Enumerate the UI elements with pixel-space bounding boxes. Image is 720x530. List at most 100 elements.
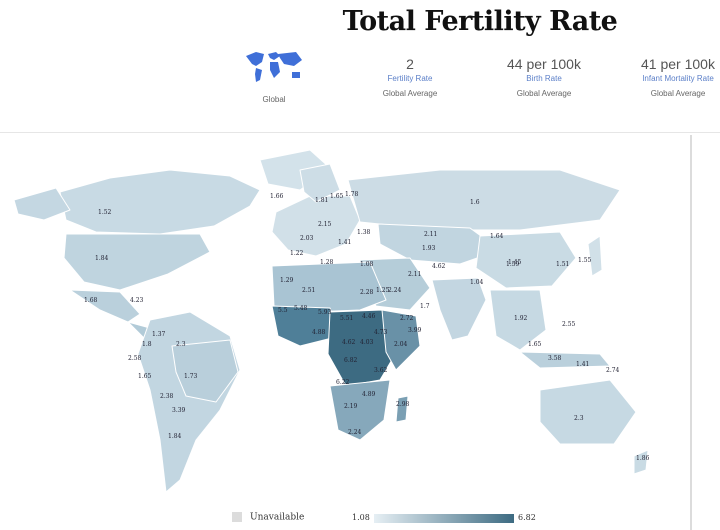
map-label: 5.48	[294, 305, 308, 312]
map-label: 2.38	[160, 393, 174, 400]
region-mexico[interactable]	[69, 289, 141, 323]
region-japan[interactable]	[587, 235, 603, 277]
map-label: 1.55	[578, 257, 592, 264]
region-south-america[interactable]	[137, 311, 241, 493]
map-label: 2.72	[400, 315, 414, 322]
stat-sub: Global Average	[516, 89, 572, 98]
region-southern-africa[interactable]	[329, 379, 391, 441]
stat-label: Fertility Rate	[387, 74, 433, 83]
map-label: 2.11	[408, 271, 421, 278]
legend-min-label: 1.08	[352, 513, 370, 522]
region-west-africa[interactable]	[271, 305, 341, 347]
region-australia[interactable]	[539, 379, 637, 445]
stat-value: 2	[406, 56, 414, 72]
region-scandinavia[interactable]	[299, 163, 341, 203]
stat-fertility-rate: 2 Fertility Rate Global Average	[350, 56, 470, 98]
map-label: 1.93	[422, 245, 436, 252]
map-label: 5.5	[278, 307, 288, 314]
map-label: 1.64	[490, 233, 504, 240]
map-label: 1.73	[184, 373, 198, 380]
map-label: 1.8	[142, 341, 152, 348]
region-alaska[interactable]	[13, 187, 71, 221]
map-label: 1.59	[506, 261, 520, 268]
map-label: 1.81	[315, 197, 328, 204]
stat-birth-rate: 44 per 100k Birth Rate Global Average	[484, 56, 604, 98]
global-label: Global	[262, 95, 286, 104]
map-label: 2.98	[396, 401, 410, 408]
map-label: 1.6	[470, 199, 480, 206]
map-label: 4.62	[342, 339, 356, 346]
region-usa[interactable]	[63, 233, 211, 291]
map-label: 2.24	[348, 429, 362, 436]
map-label: 6.82	[344, 357, 358, 364]
region-india[interactable]	[431, 277, 487, 341]
map-label: 4.23	[130, 297, 144, 304]
map-label: 3.58	[548, 355, 562, 362]
map-label: 1.08	[360, 261, 374, 268]
map-label: 4.89	[362, 391, 376, 398]
map-label: 2.28	[360, 289, 374, 296]
map-label: 5.51	[340, 315, 353, 322]
map-label: 1.84	[95, 255, 109, 262]
map-label: 2.19	[344, 403, 358, 410]
map-label: 5.93	[318, 309, 332, 316]
map-label: 1.68	[84, 297, 98, 304]
map-label: 1.04	[470, 279, 484, 286]
map-label: 2.3	[176, 341, 186, 348]
region-brazil[interactable]	[171, 339, 239, 403]
region-canada[interactable]	[59, 169, 261, 235]
map-label: 2.03	[300, 235, 314, 242]
map-label: 2.51	[302, 287, 315, 294]
region-new-zealand[interactable]	[633, 449, 649, 475]
region-europe[interactable]	[271, 195, 361, 257]
stat-label: Infant Mortality Rate	[642, 74, 714, 83]
map-label: 1.65	[528, 341, 542, 348]
region-china[interactable]	[475, 231, 577, 289]
map-label: 1.41	[338, 239, 351, 246]
region-madagascar[interactable]	[395, 395, 409, 423]
global-selector[interactable]: Global	[240, 48, 308, 104]
map-label: 2.11	[424, 231, 437, 238]
stat-sub: Global Average	[382, 89, 438, 98]
map-label: 4.46	[362, 313, 376, 320]
map-label: 2.74	[606, 367, 620, 374]
region-russia[interactable]	[347, 169, 621, 231]
map-label: 1.65	[330, 193, 344, 200]
map-label: 1.65	[138, 373, 152, 380]
stat-label: Birth Rate	[526, 74, 562, 83]
header-divider	[0, 132, 720, 133]
legend-gradient-bar	[374, 514, 514, 523]
region-central-asia[interactable]	[377, 223, 501, 265]
stat-value: 44 per 100k	[507, 56, 581, 72]
map-label: 1.86	[636, 455, 650, 462]
region-indonesia[interactable]	[519, 351, 611, 369]
world-choropleth-map[interactable]: 1.66 1.81 1.65 1.78 1.6 1.52 1.84 1.68 4…	[0, 140, 690, 500]
map-label: 1.38	[357, 229, 371, 236]
map-label: 1.28	[320, 259, 334, 266]
unavailable-swatch	[232, 512, 242, 522]
map-label: 1.41	[576, 361, 589, 368]
map-label: 3.39	[172, 407, 186, 414]
page-title: Total Fertility Rate	[342, 6, 618, 37]
map-label: 2.58	[128, 355, 142, 362]
map-label: 1.25	[376, 287, 390, 294]
map-label: 1.78	[345, 191, 359, 198]
stat-infant-mortality: 41 per 100k Infant Mortality Rate Global…	[618, 56, 720, 98]
map-label: 4.62	[432, 263, 446, 270]
map-label: 1.7	[420, 303, 430, 310]
map-label: 1.52	[98, 209, 112, 216]
map-label: 2.04	[394, 341, 408, 348]
map-label: 2.3	[574, 415, 584, 422]
region-north-africa[interactable]	[271, 261, 387, 313]
legend-unavailable: Unavailable	[232, 512, 304, 523]
map-label: 6.22	[336, 379, 350, 386]
map-label: 1.45	[508, 259, 522, 266]
legend-unavailable-label: Unavailable	[250, 512, 305, 523]
map-label: 1.51	[556, 261, 569, 268]
stat-sub: Global Average	[650, 89, 706, 98]
map-label: 1.22	[290, 250, 304, 257]
region-east-africa[interactable]	[381, 309, 421, 371]
region-se-asia[interactable]	[489, 289, 547, 351]
map-label: 2.15	[318, 221, 332, 228]
scrollbar[interactable]	[690, 135, 692, 530]
